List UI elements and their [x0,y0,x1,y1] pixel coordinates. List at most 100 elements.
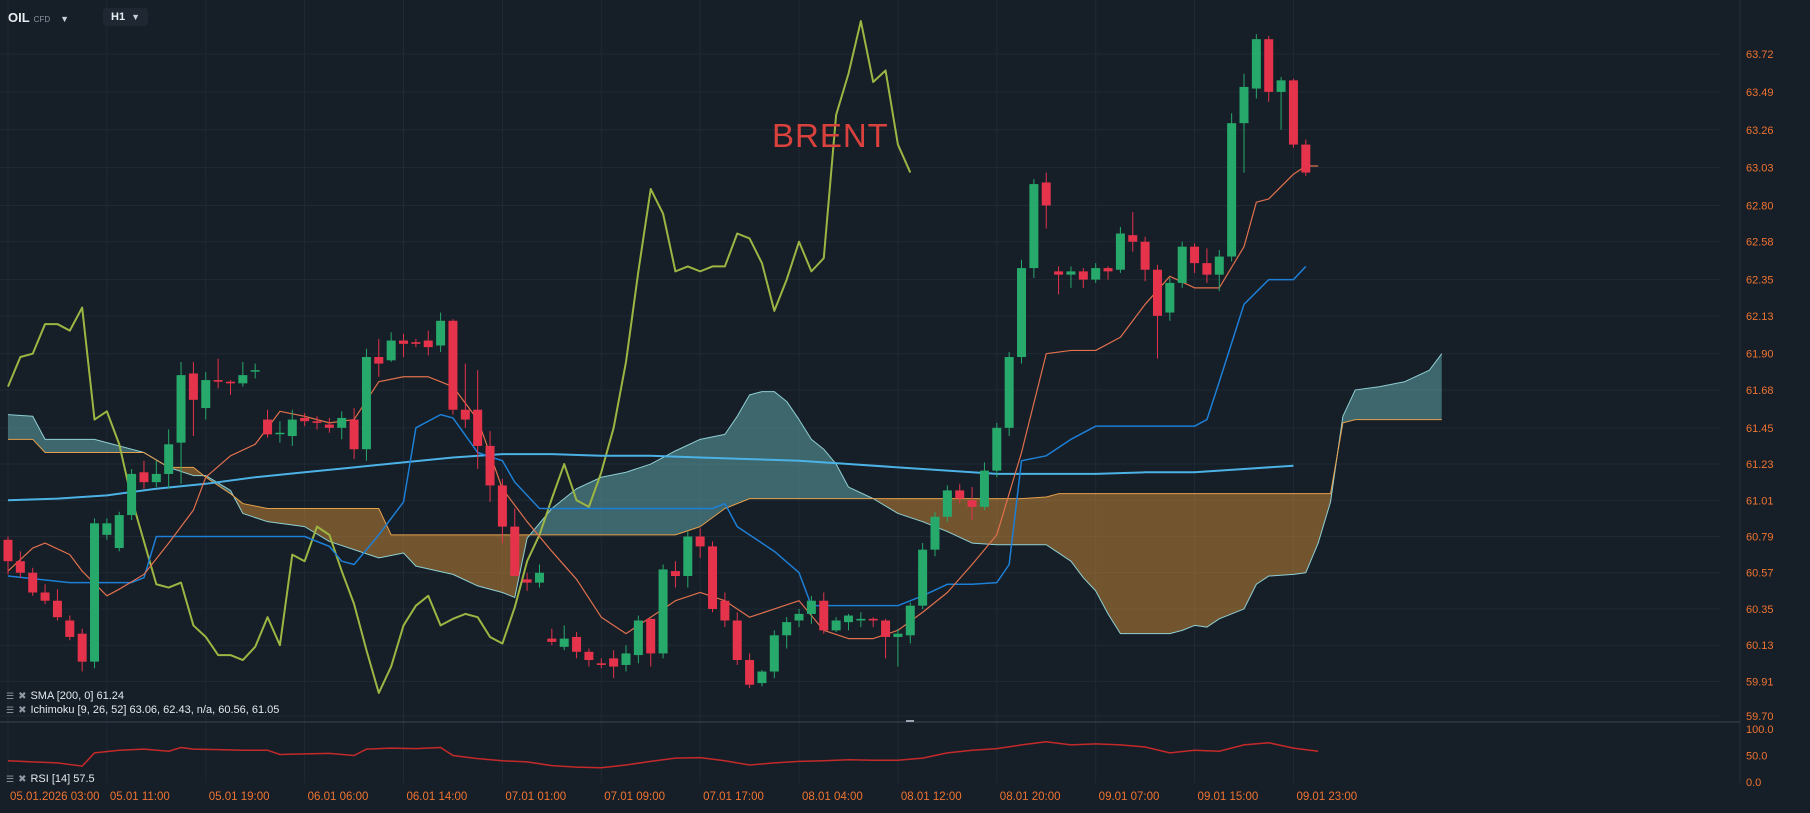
candle-body [1066,271,1076,275]
time-tick-label: 09.01 07:00 [1099,791,1160,803]
symbol-type: CFD [33,14,51,24]
candle-body [1128,235,1138,242]
candle-body [881,620,891,637]
candle-body [164,444,174,474]
candle [1177,241,1187,288]
candle-body [1103,268,1113,272]
candle-body [596,663,606,665]
price-tick-label: 60.13 [1746,640,1774,652]
candle-body [386,340,396,361]
candle [497,478,507,544]
candle-body [843,615,853,623]
candle [806,595,816,624]
settings-icon[interactable]: ☰ [6,690,15,701]
candle-body [201,380,211,409]
candle [881,618,891,659]
time-tick-label: 06.01 14:00 [407,791,468,803]
candle-body [399,340,409,344]
time-tick-label: 05.01.2026 03:00 [10,791,100,803]
candle [52,589,62,621]
legend-sma[interactable]: ☰ ✖ SMA [200, 0] 61.24 [6,690,124,702]
candle [349,408,359,460]
candle [1054,266,1064,295]
candle-body [868,618,878,621]
candle [1041,172,1051,229]
rsi-tick-label: 50.0 [1746,751,1767,763]
candle [201,371,211,420]
candle [646,618,656,667]
sma-200-line [7,453,1294,502]
candle [1152,264,1162,359]
price-tick-label: 61.68 [1746,385,1774,397]
time-tick-label: 05.01 19:00 [209,791,270,803]
candle [621,645,631,672]
close-icon[interactable]: ✖ [18,704,27,716]
candle-body [782,622,792,636]
candle [843,613,853,631]
ichimoku-cloud [236,498,531,598]
price-tick-label: 62.58 [1746,237,1774,249]
candle [1264,35,1274,102]
candle-body [522,579,532,583]
ichimoku-cloud [876,437,1340,634]
timeframe-selector[interactable]: H1 ▼ [103,8,149,26]
legend-ichimoku[interactable]: ☰ ✖ Ichimoku [9, 26, 52] 63.06, 62.43, n… [6,704,279,716]
candle-body [287,419,297,437]
candle [745,653,755,689]
candle [15,551,25,578]
candle [1115,226,1125,274]
symbol-selector[interactable]: OIL CFD ▼ [8,10,69,25]
candle-body [176,375,186,443]
candle [1066,266,1076,288]
candle-body [361,357,371,450]
candle-body [1264,39,1274,92]
candle [386,332,396,362]
close-icon[interactable]: ✖ [18,773,27,785]
price-tick-label: 63.49 [1746,87,1774,99]
timeframe-label: H1 [111,11,126,23]
symbol-name: OIL [8,9,30,25]
candle [955,483,965,504]
price-tick-label: 62.13 [1746,311,1774,323]
candle-body [695,536,705,547]
candle [1078,268,1088,288]
candle [102,518,112,540]
candle-body [584,651,594,661]
candle [164,429,174,489]
settings-icon[interactable]: ☰ [6,773,15,784]
price-tick-label: 61.23 [1746,459,1774,471]
candle [609,650,619,679]
candle [213,358,223,389]
candle [942,485,952,522]
candle-body [831,620,841,631]
candle [584,648,594,667]
candle-body [1115,233,1125,270]
candle [819,592,829,634]
settings-icon[interactable]: ☰ [6,704,15,715]
candle-body [1017,268,1027,358]
candle-body [65,620,75,637]
candle-body [151,473,161,483]
candle [967,487,977,521]
candle [1251,34,1261,99]
close-icon[interactable]: ✖ [18,690,27,702]
candle [263,409,273,438]
candle-body [930,516,940,550]
candle [77,628,87,672]
chikou-line [7,20,912,694]
candle-body [213,380,223,382]
time-tick-label: 05.01 11:00 [110,791,170,803]
legend-rsi[interactable]: ☰ ✖ RSI [14] 57.5 [6,773,95,785]
candle-body [436,320,446,346]
brent-watermark: BRENT [772,117,889,154]
price-tick-label: 61.90 [1746,349,1774,361]
candle-body [1288,80,1298,145]
price-tick-label: 59.91 [1746,676,1774,688]
candle [460,363,470,428]
candle [127,468,137,521]
price-axis: 63.72 63.49 63.26 63.03 62.80 62.58 62.35 62.13… [1746,49,1774,789]
chevron-down-icon: ▼ [131,12,141,22]
candle-body [794,613,804,621]
candle-body [918,549,928,606]
